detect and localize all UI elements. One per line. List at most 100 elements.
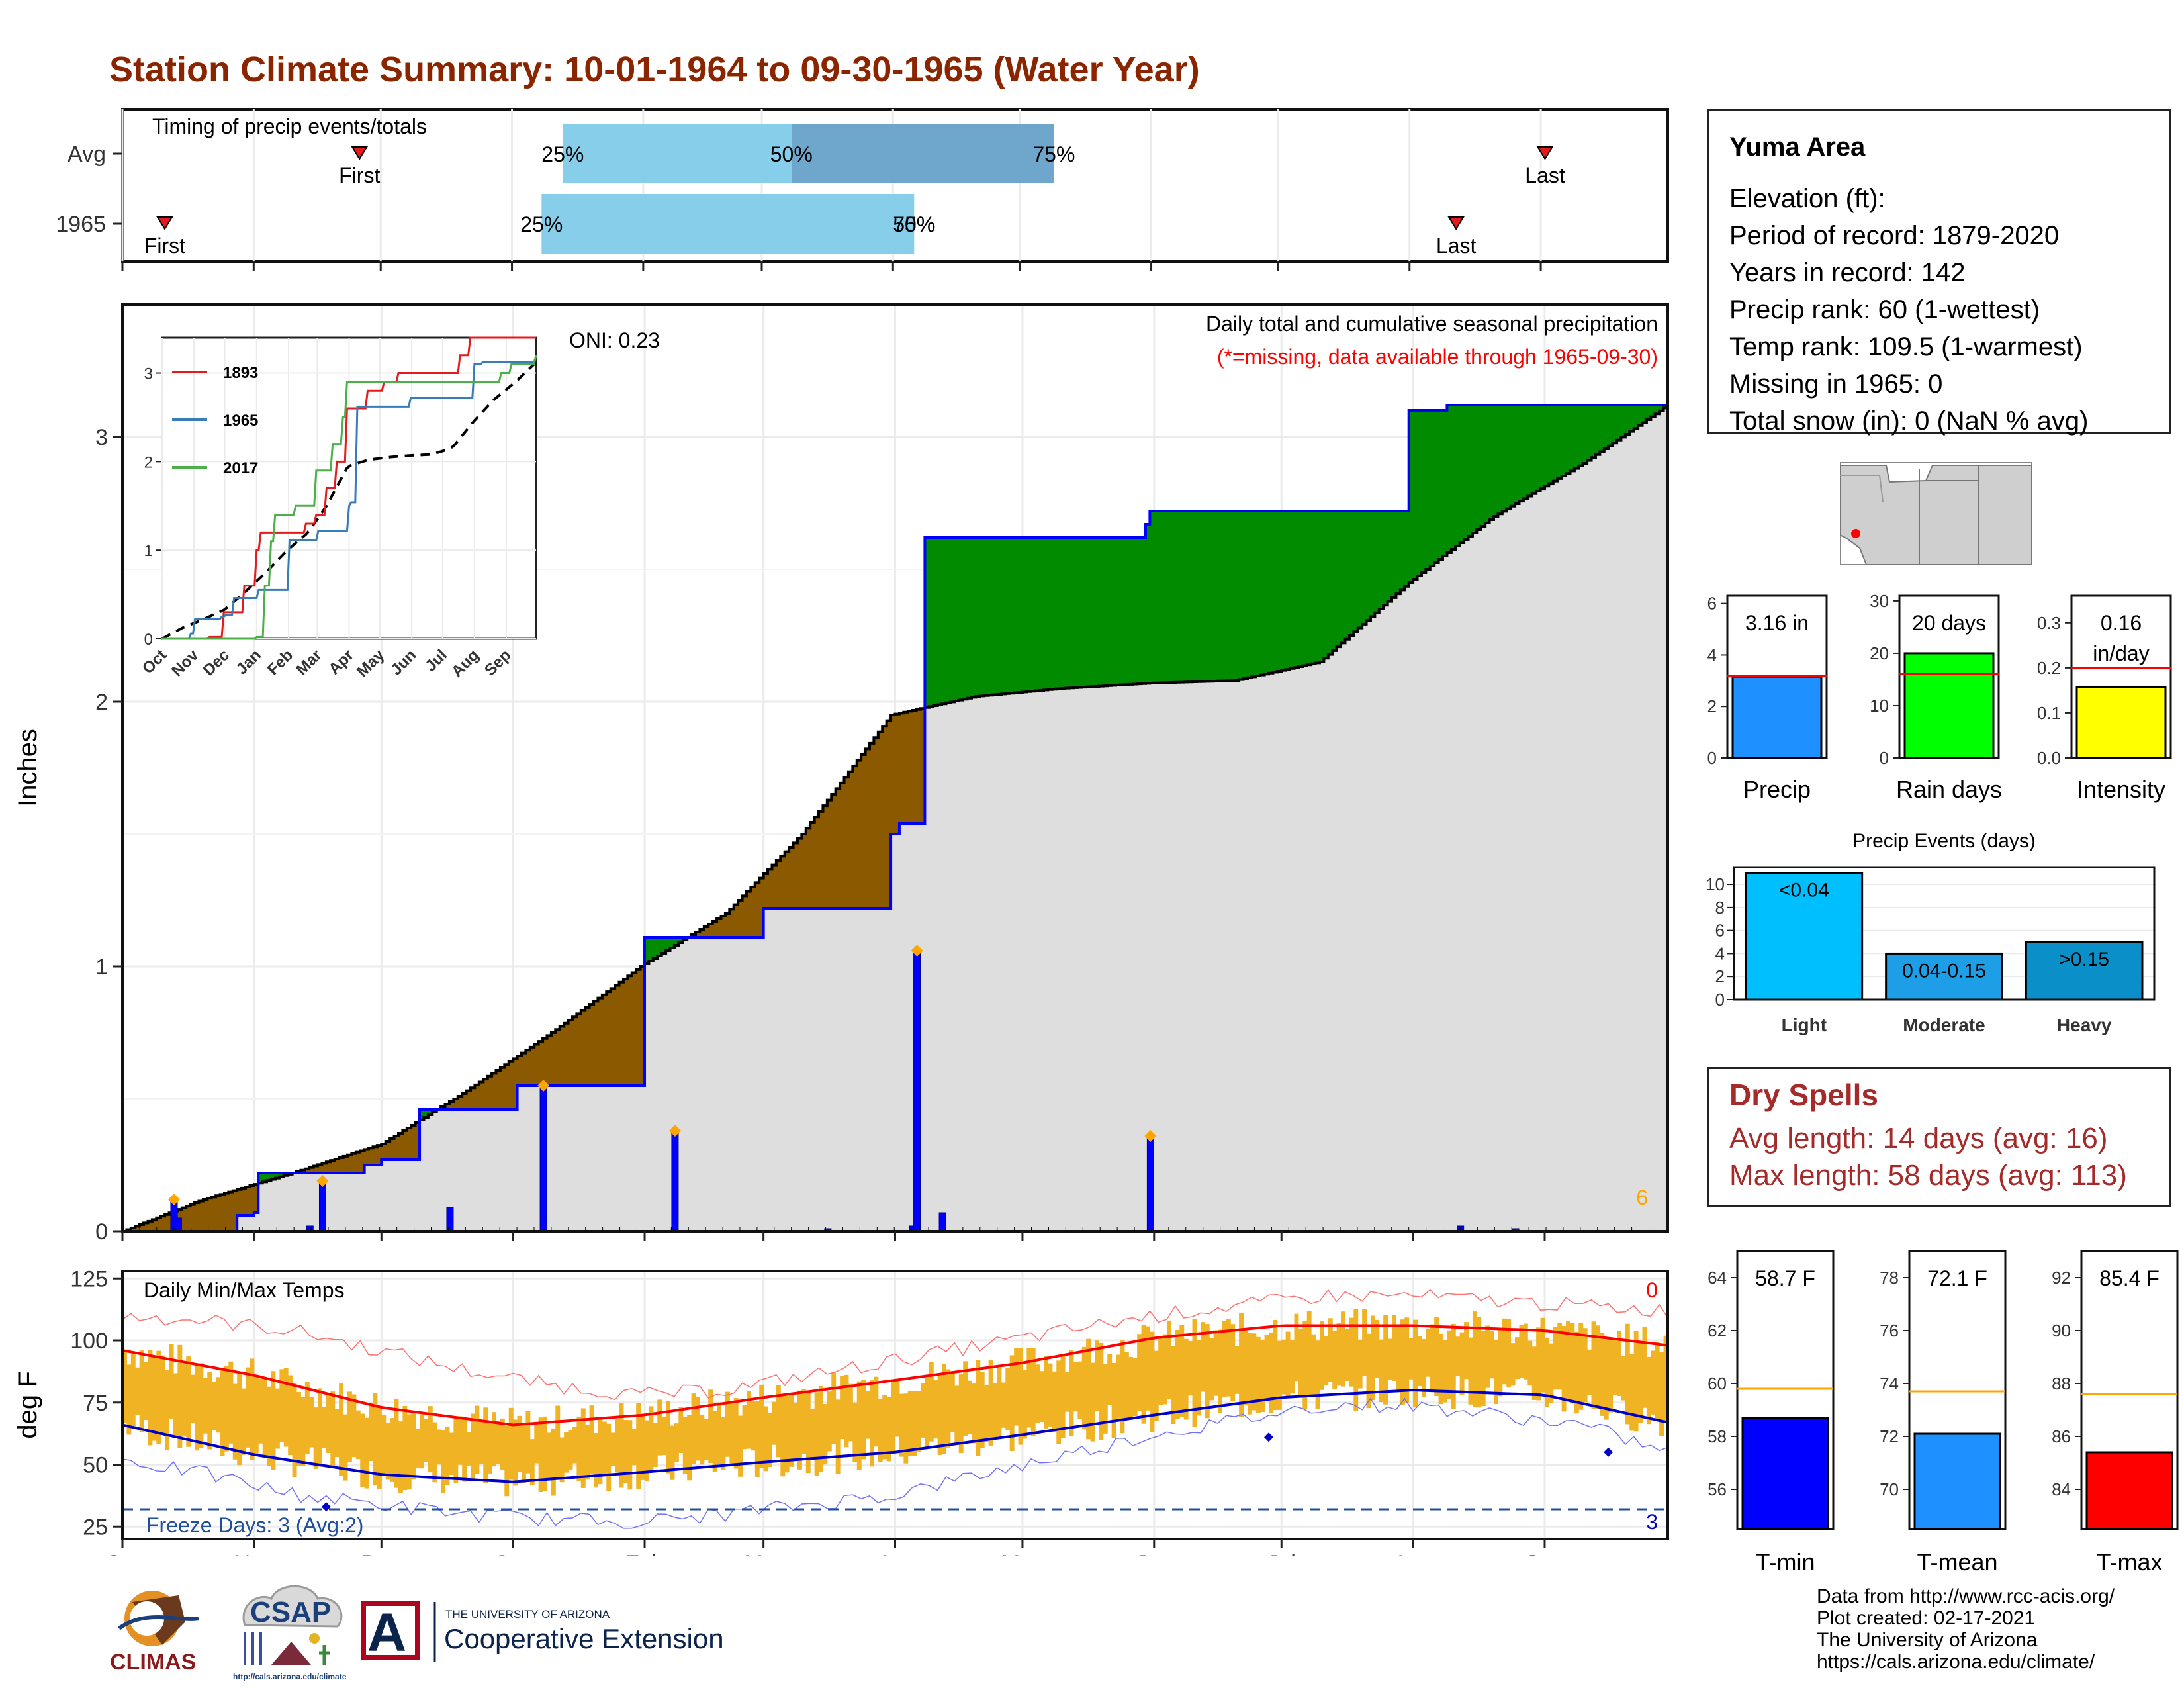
surplus-area xyxy=(1375,511,1380,613)
daily-temp-bar xyxy=(674,1423,679,1462)
daily-temp-bar xyxy=(1192,1319,1197,1427)
deficit-area xyxy=(534,1044,539,1086)
surplus-area xyxy=(1141,538,1146,684)
surplus-area xyxy=(1510,405,1516,506)
deficit-area xyxy=(721,916,726,937)
deficit-area xyxy=(789,847,794,908)
deficit-area xyxy=(369,1148,374,1165)
deficit-area xyxy=(135,1226,140,1231)
deficit-area xyxy=(445,1104,450,1109)
surplus-area xyxy=(1056,538,1062,689)
deficit-area xyxy=(610,988,615,1086)
temp-chart-label: Daily Min/Max Temps xyxy=(144,1278,344,1302)
climas-text: CLIMAS xyxy=(110,1650,196,1675)
event-category-label: Moderate xyxy=(1903,1015,1985,1035)
surplus-area xyxy=(1531,405,1537,494)
first-label: First xyxy=(339,164,380,187)
deficit-area xyxy=(700,929,705,937)
daily-temp-bar xyxy=(840,1376,845,1440)
event-bar-label: 0.04-0.15 xyxy=(1902,960,1986,982)
deficit-area xyxy=(195,1203,200,1231)
surplus-area xyxy=(1077,538,1083,688)
deficit-area xyxy=(496,1070,501,1109)
daily-temp-bar xyxy=(300,1397,306,1466)
precip-chart: 0 1 2 3 Inches Daily total and cumulative sea… xyxy=(13,303,1669,1244)
surplus-area xyxy=(653,937,658,959)
surplus-area xyxy=(1480,405,1486,526)
deficit-area xyxy=(708,924,713,937)
surplus-area xyxy=(267,1173,272,1181)
daily-temp-bar xyxy=(971,1383,976,1444)
daily-precip-bar xyxy=(1146,1135,1154,1232)
locator-map xyxy=(1840,462,2032,565)
daily-temp-bar xyxy=(1633,1331,1639,1432)
surplus-area xyxy=(971,538,976,698)
daily-temp-bar xyxy=(169,1344,174,1419)
deficit-area xyxy=(529,1047,535,1086)
last-marker xyxy=(1536,146,1554,160)
daily-temp-bar xyxy=(538,1417,543,1493)
row-label: 1965 xyxy=(56,212,106,237)
daily-temp-bar xyxy=(814,1392,819,1476)
surplus-area xyxy=(1515,405,1520,504)
daily-temp-bar xyxy=(742,1405,747,1450)
daily-temp-bar xyxy=(606,1423,612,1491)
daily-temp-bar xyxy=(445,1427,450,1485)
surplus-area xyxy=(1455,405,1461,546)
plot-frame xyxy=(1733,866,2156,1001)
deficit-area xyxy=(471,1088,476,1109)
summary-value-label: 3.16 in xyxy=(1745,611,1809,635)
daily-temp-bar xyxy=(1234,1346,1240,1394)
surplus-area xyxy=(1646,405,1651,420)
daily-temp-bar xyxy=(856,1381,862,1471)
surplus-area xyxy=(1392,511,1397,598)
daily-temp-bar xyxy=(1120,1340,1125,1434)
daily-temp-bar xyxy=(267,1386,272,1466)
surplus-area xyxy=(1629,405,1635,432)
daily-temp-bar xyxy=(195,1366,199,1451)
summary-bar xyxy=(1731,675,1823,759)
deficit-area xyxy=(717,919,722,937)
surplus-area xyxy=(1128,538,1134,684)
ua-logo: A THE UNIVERSITY OF ARIZONA Cooperative … xyxy=(361,1601,724,1663)
daily-temp-bar xyxy=(903,1393,909,1464)
daily-temp-bar xyxy=(1595,1325,1600,1409)
inset-series-line xyxy=(162,355,537,640)
deficit-area xyxy=(355,1152,361,1173)
surplus-area xyxy=(1145,524,1150,684)
daily-temp-bar xyxy=(1549,1343,1554,1403)
daily-temp-bar xyxy=(1145,1326,1150,1411)
daily-temp-bar xyxy=(1124,1352,1129,1421)
daily-temp-bar xyxy=(819,1385,823,1472)
deficit-area xyxy=(623,979,628,1086)
deficit-area xyxy=(912,710,917,823)
deficit-area xyxy=(160,1216,165,1231)
surplus-area xyxy=(1523,405,1528,499)
daily-temp-bar xyxy=(661,1416,666,1456)
daily-temp-bar xyxy=(1604,1339,1609,1420)
daily-temp-bar xyxy=(504,1425,510,1497)
dry-spells-title: Dry Spells xyxy=(1729,1078,1878,1112)
chart-subtitle: Daily total and cumulative seasonal prec… xyxy=(1206,312,1658,336)
missing-note: (*=missing, data available through 1965-… xyxy=(1217,345,1658,369)
daily-temp-bar xyxy=(929,1362,934,1442)
surplus-area xyxy=(1332,511,1338,651)
deficit-area xyxy=(228,1192,234,1231)
deficit-area xyxy=(559,1026,565,1086)
daily-temp-bar xyxy=(997,1368,1002,1437)
surplus-area xyxy=(1094,538,1100,686)
daily-temp-bar xyxy=(177,1344,183,1448)
inset-series-line xyxy=(162,355,537,640)
daily-temp-bar xyxy=(394,1399,399,1488)
daily-temp-bar xyxy=(1188,1341,1193,1396)
surplus-area xyxy=(1434,410,1439,563)
daily-temp-bar xyxy=(250,1358,255,1460)
y-tick-label: 76 xyxy=(1880,1321,1899,1340)
daily-temp-bar xyxy=(1383,1315,1388,1405)
daily-temp-bar xyxy=(390,1418,395,1482)
event-category-label: Light xyxy=(1782,1015,1827,1035)
surplus-area xyxy=(262,1173,267,1182)
surplus-area xyxy=(1026,538,1032,692)
daily-temp-bar xyxy=(1396,1327,1401,1390)
daily-temp-bar xyxy=(649,1406,654,1472)
